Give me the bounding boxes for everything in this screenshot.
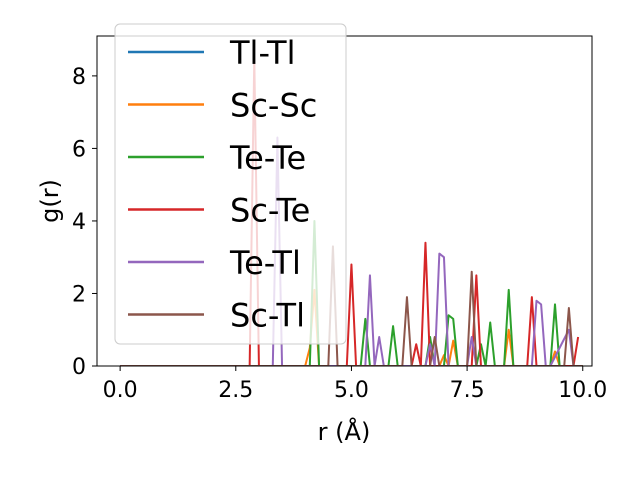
y-tick-label: 6	[72, 137, 86, 162]
legend-label-tl-tl: Tl-Tl	[229, 34, 295, 72]
y-tick-label: 0	[72, 355, 86, 380]
x-tick-label: 10.0	[558, 378, 607, 403]
legend-label-sc-te: Sc-Te	[230, 192, 310, 230]
x-tick-label: 5.0	[334, 378, 369, 403]
series-line-sc-te	[120, 56, 580, 366]
y-axis-label: g(r)	[36, 179, 64, 223]
legend-label-sc-tl: Sc-Tl	[230, 297, 305, 335]
y-tick-label: 2	[72, 282, 86, 307]
legend-label-te-te: Te-Te	[229, 139, 306, 177]
series-line-te-tl	[120, 136, 579, 366]
y-tick-label: 8	[72, 65, 86, 90]
y-tick-label: 4	[72, 210, 86, 235]
legend: Tl-Tl Sc-Sc Te-Te Sc-Te Te-Tl Sc-Tl	[114, 23, 347, 345]
y-axis: 0 2 4 6 8	[72, 65, 97, 380]
x-axis-label: r (Å)	[318, 417, 371, 446]
x-tick-label: 2.5	[218, 378, 253, 403]
legend-label-te-tl: Te-Tl	[229, 244, 301, 282]
x-tick-label: 7.5	[450, 378, 485, 403]
series-line-te-te	[120, 219, 583, 366]
x-tick-label: 0.0	[103, 378, 138, 403]
x-axis: 0.0 2.5 5.0 7.5 10.0	[103, 366, 607, 403]
legend-label-sc-sc: Sc-Sc	[230, 87, 317, 125]
